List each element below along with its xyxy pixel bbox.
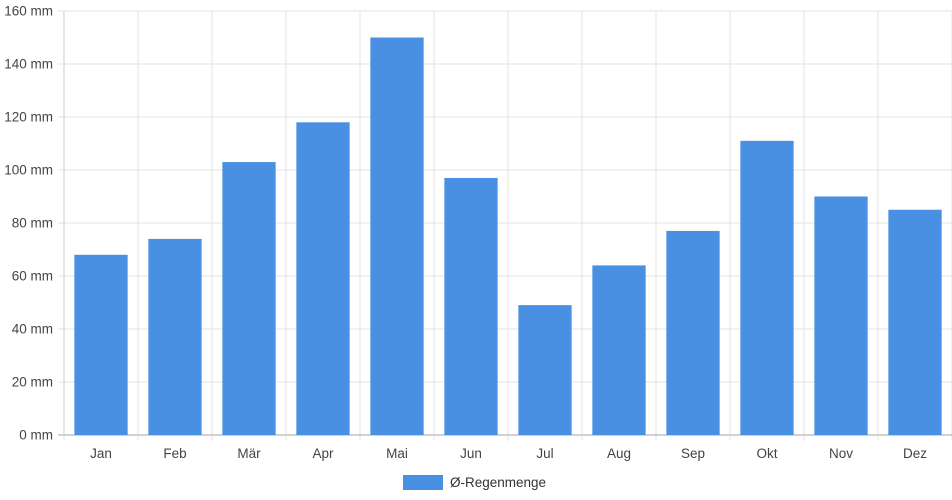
x-tick-label: Jun bbox=[460, 446, 482, 461]
y-tick-label: 40 mm bbox=[12, 322, 53, 337]
y-tick-label: 80 mm bbox=[12, 216, 53, 231]
x-tick-label: Mär bbox=[237, 446, 261, 461]
x-tick-label: Apr bbox=[312, 446, 334, 461]
bar-sep[interactable] bbox=[666, 230, 720, 435]
bar-jan[interactable] bbox=[74, 254, 128, 435]
bar-dez[interactable] bbox=[888, 209, 942, 435]
y-tick-label: 20 mm bbox=[12, 375, 53, 390]
x-tick-label: Mai bbox=[386, 446, 408, 461]
y-axis-ticks: 0 mm 20 mm 40 mm 60 mm 80 mm 100 mm 120 mm 140 … bbox=[4, 4, 53, 443]
y-tick-label: 160 mm bbox=[4, 4, 53, 19]
x-tick-label: Dez bbox=[903, 446, 927, 461]
y-tick-label: 120 mm bbox=[4, 110, 53, 125]
axes bbox=[58, 11, 952, 436]
y-tick-label: 100 mm bbox=[4, 163, 53, 178]
y-tick-label: 0 mm bbox=[19, 428, 53, 443]
legend-swatch[interactable] bbox=[403, 475, 443, 490]
x-tick-label: Feb bbox=[163, 446, 186, 461]
bar-mär[interactable] bbox=[222, 162, 276, 436]
grid-lines bbox=[58, 10, 952, 441]
bar-mai[interactable] bbox=[370, 37, 424, 436]
x-tick-label: Okt bbox=[756, 446, 777, 461]
bar-aug[interactable] bbox=[592, 265, 646, 435]
y-tick-label: 140 mm bbox=[4, 57, 53, 72]
x-tick-label: Jan bbox=[90, 446, 112, 461]
bar-nov[interactable] bbox=[814, 196, 868, 436]
legend-label[interactable]: Ø-Regenmenge bbox=[450, 475, 546, 490]
bar-jun[interactable] bbox=[444, 177, 498, 435]
x-tick-label: Jul bbox=[536, 446, 553, 461]
bar-feb[interactable] bbox=[148, 238, 202, 435]
y-tick-label: 60 mm bbox=[12, 269, 53, 284]
x-tick-label: Aug bbox=[607, 446, 631, 461]
bars bbox=[74, 37, 942, 436]
x-axis-ticks: Jan Feb Mär Apr Mai Jun Jul Aug Sep Okt Nov Dez bbox=[90, 446, 927, 461]
bar-jul[interactable] bbox=[518, 305, 572, 435]
bar-okt[interactable] bbox=[740, 140, 794, 435]
legend[interactable]: Ø-Regenmenge bbox=[403, 475, 546, 490]
bar-apr[interactable] bbox=[296, 122, 350, 436]
x-tick-label: Sep bbox=[681, 446, 705, 461]
x-tick-label: Nov bbox=[829, 446, 853, 461]
